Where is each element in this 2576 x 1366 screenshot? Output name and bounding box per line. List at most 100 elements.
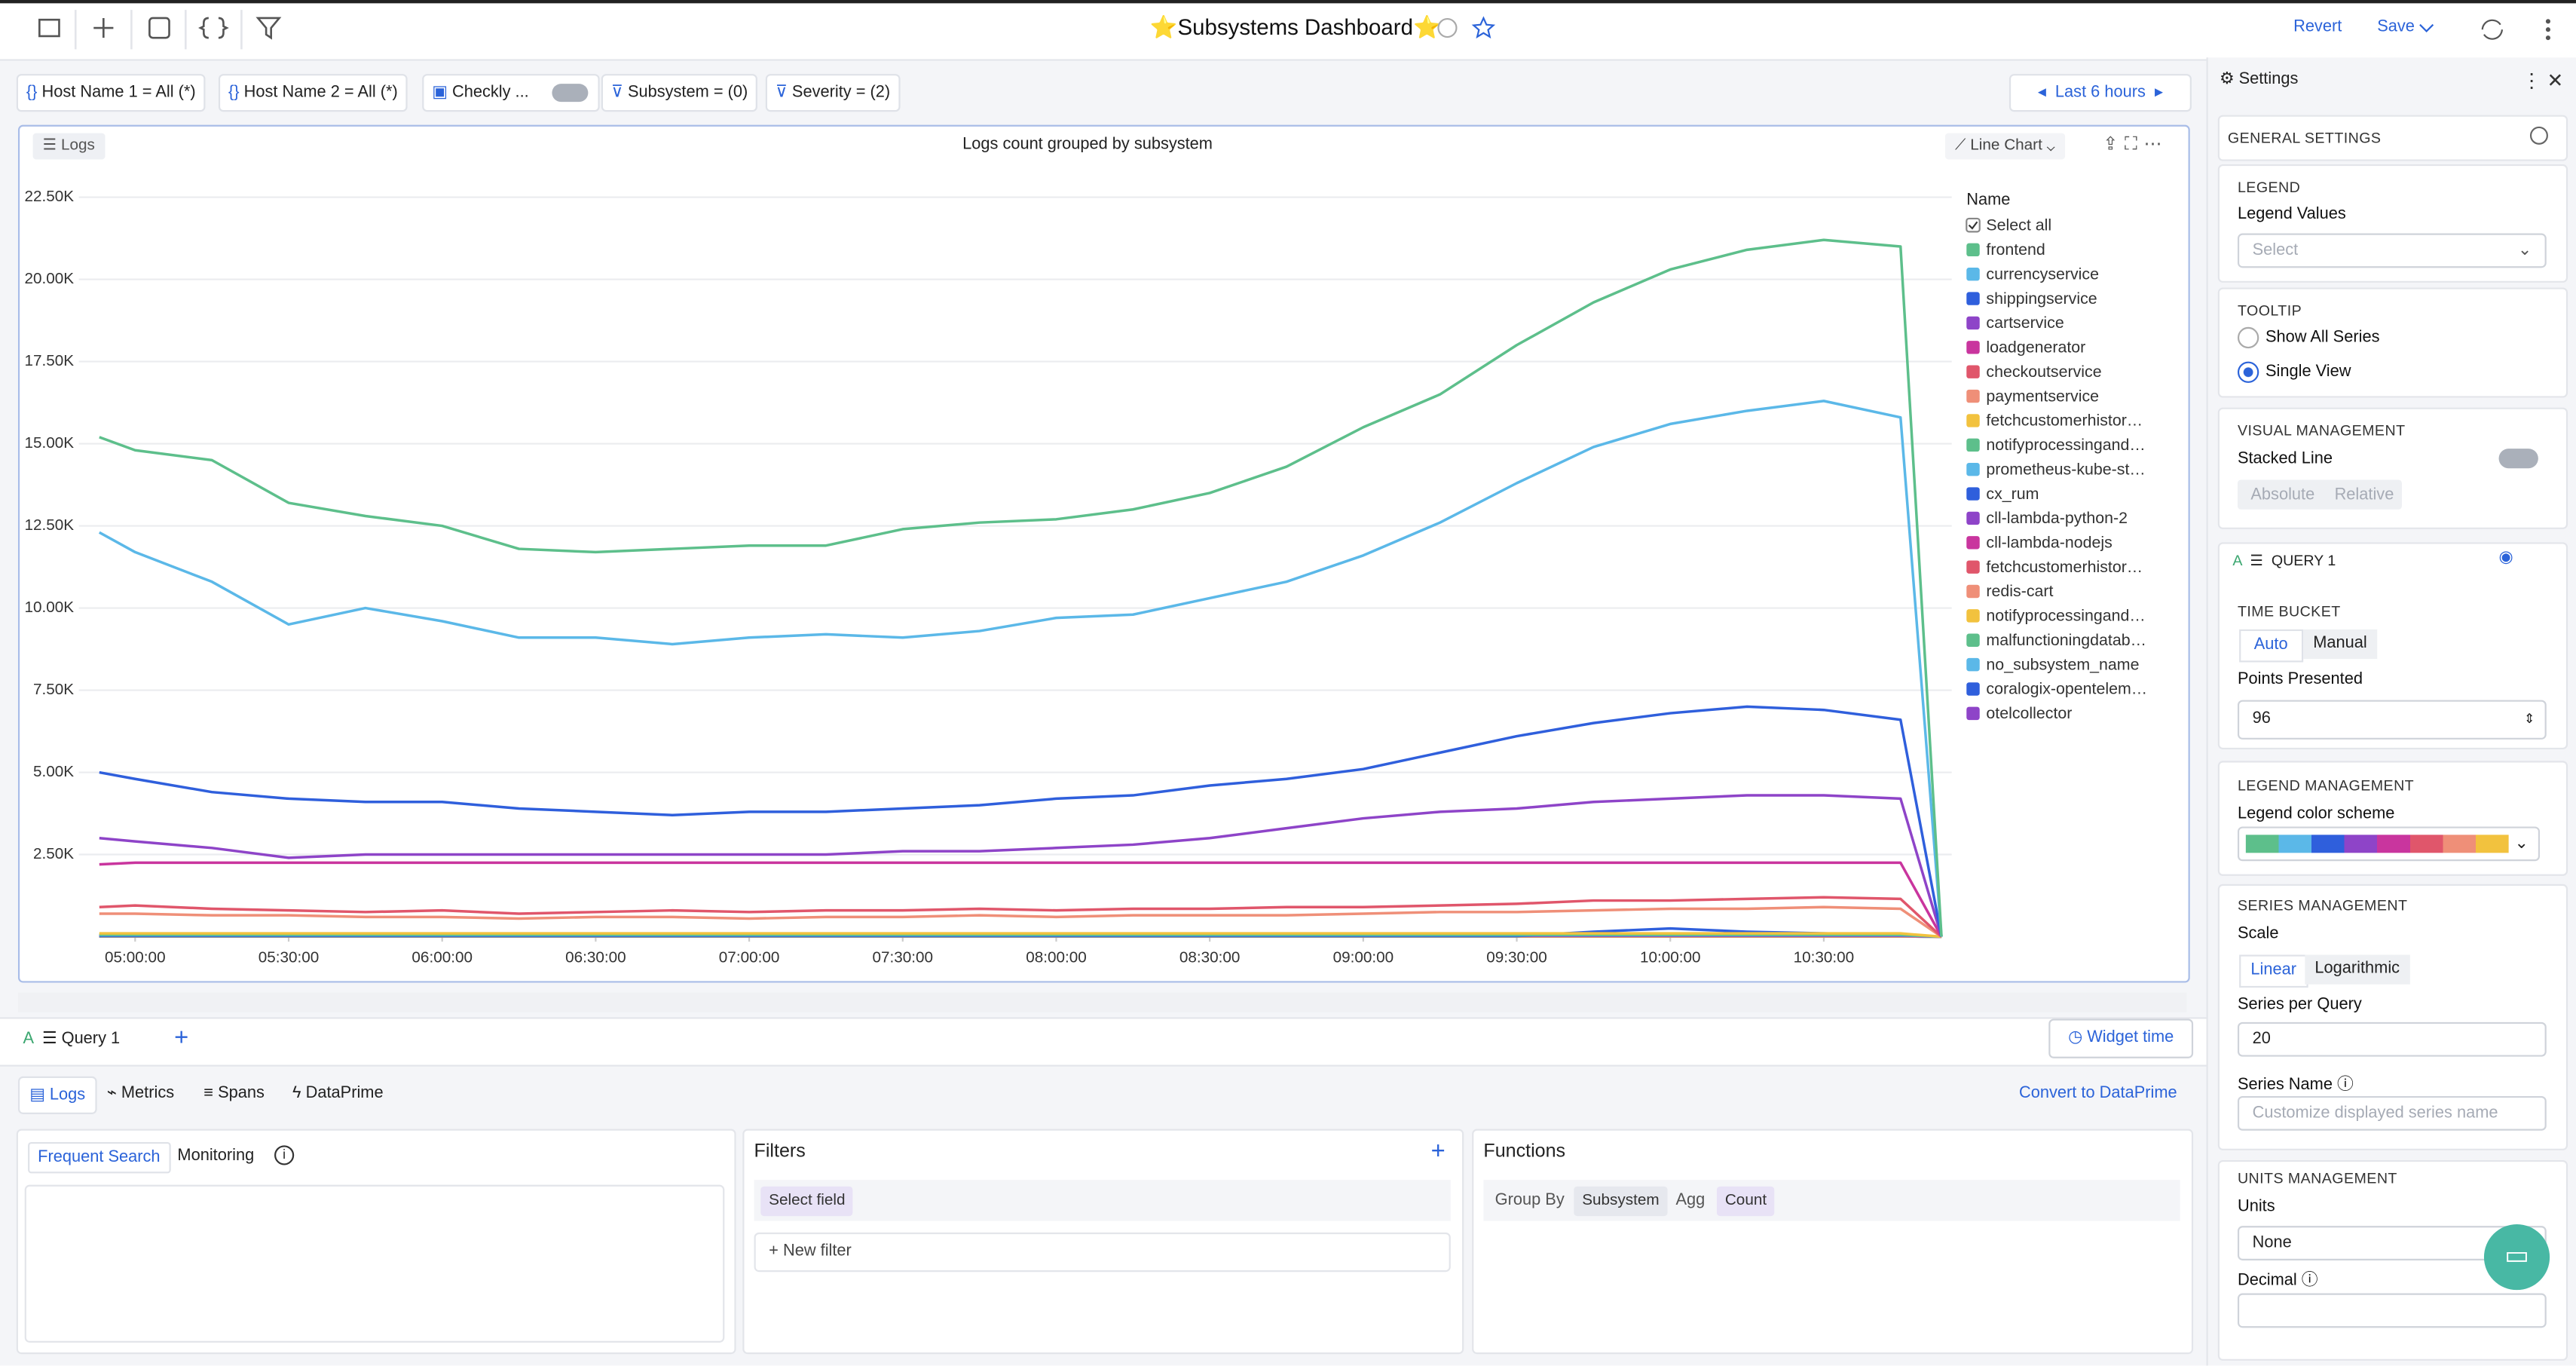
segment[interactable]: Absolute	[2250, 486, 2315, 505]
filter-chip[interactable]: {} Host Name 2 = All (*)	[218, 74, 408, 112]
legend-label: cll-lambda-nodejs	[1986, 534, 2112, 552]
chart-type[interactable]: ⟋ Line Chart ⌄	[1944, 133, 2065, 160]
legend-label: no_subsystem_name	[1986, 655, 2139, 673]
chevron[interactable]	[2419, 23, 2434, 32]
settings-actions[interactable]: ⋮ ✕	[2522, 69, 2564, 93]
function-tag[interactable]: Subsystem	[1574, 1186, 1668, 1217]
dot[interactable]	[2545, 19, 2550, 24]
color-scheme-select[interactable]: ⌄	[2237, 826, 2541, 862]
info-icon[interactable]	[1437, 17, 1458, 38]
widget-time[interactable]: ◷ Widget time	[2048, 1018, 2194, 1058]
chart-type-label: Line Chart	[1970, 136, 2042, 155]
toggle[interactable]	[2498, 449, 2538, 469]
radio[interactable]	[2237, 326, 2259, 349]
filter-label: Host Name 1 = All (*)	[41, 84, 196, 103]
legend-label: redis-cart	[1986, 582, 2053, 600]
star-icon[interactable]	[1471, 16, 1496, 39]
search-area[interactable]	[24, 1184, 725, 1343]
radio-label: Show All Series	[2265, 328, 2380, 347]
revert-button[interactable]: Revert	[2293, 17, 2342, 36]
legend-swatch	[1966, 341, 1980, 354]
add-query[interactable]: +	[174, 1024, 189, 1052]
x-tick-label: 10:30:00	[1794, 948, 1855, 966]
segmented	[2237, 479, 2402, 510]
source-tab[interactable]: ϟ DataPrime	[292, 1084, 384, 1103]
icon[interactable]	[93, 17, 114, 38]
source-label: Logs	[49, 1086, 86, 1104]
section-title: LEGEND MANAGEMENT	[2237, 777, 2415, 794]
icon[interactable]	[148, 17, 170, 39]
legend-label: loadgenerator	[1986, 338, 2085, 357]
field-label-text: Decimal	[2237, 1272, 2297, 1291]
filter-chip[interactable]: ⊽ Severity = (2)	[765, 74, 901, 112]
x-tick-label: 09:30:00	[1486, 948, 1547, 966]
convert-link[interactable]: Convert to DataPrime	[2019, 1084, 2177, 1103]
y-tick-label: 10.00K	[25, 599, 75, 616]
search-tab[interactable]: Monitoring	[177, 1147, 255, 1165]
legend-swatch	[1966, 389, 1980, 403]
icon[interactable]	[255, 17, 282, 40]
legend-swatch	[1966, 560, 1980, 574]
icon[interactable]	[38, 18, 60, 38]
filter-chip[interactable]: ▣ Checkly ...	[422, 74, 600, 112]
new-filter[interactable]: + New filter	[754, 1232, 1451, 1273]
icon[interactable]	[198, 17, 229, 39]
dot	[2545, 35, 2550, 41]
segment[interactable]: Logarithmic	[2305, 954, 2410, 985]
text-input[interactable]: Customize displayed series name	[2237, 1095, 2547, 1131]
select-field[interactable]: Select field	[760, 1186, 854, 1217]
settings-card	[2217, 287, 2568, 398]
source-tab[interactable]: ≡ Spans	[203, 1084, 265, 1103]
search-tab[interactable]: Frequent Search	[28, 1141, 170, 1174]
segment[interactable]: Relative	[2334, 486, 2394, 505]
new-filter-label: New filter	[782, 1242, 852, 1260]
function-tag[interactable]: Count	[1716, 1186, 1776, 1217]
legend-label: coralogix-opentelem…	[1986, 680, 2147, 698]
cal-icon: ▣	[432, 84, 448, 103]
field-row	[754, 1180, 1451, 1221]
legend-title: Name	[1966, 190, 2010, 209]
top-bar	[0, 0, 2576, 61]
source-tab[interactable]: ⌁ Metrics	[106, 1084, 175, 1103]
widget-time-label: Widget time	[2087, 1028, 2174, 1047]
segment[interactable]: Manual	[2303, 629, 2377, 660]
title-icons	[1437, 16, 1496, 39]
filter-label: Subsystem = (0)	[627, 84, 748, 103]
source-label: Spans	[218, 1084, 265, 1103]
refresh-icon[interactable]	[2481, 19, 2504, 40]
add-filter[interactable]: +	[1430, 1137, 1446, 1165]
source-tab[interactable]: ▤ Logs	[17, 1076, 97, 1114]
segment[interactable]: Linear	[2239, 954, 2308, 988]
chat-button[interactable]: ▭	[2483, 1224, 2550, 1291]
widget	[17, 124, 2190, 983]
number-input[interactable]	[2237, 1293, 2547, 1328]
section-title: LEGEND	[2237, 179, 2301, 196]
widget-actions[interactable]: ⇪⛶⋯	[2103, 134, 2169, 155]
info-icon[interactable]: i	[274, 1145, 295, 1165]
chart: Logs count grouped by subsystem 2.50K 5.0…	[25, 134, 2148, 966]
series-line	[99, 238, 1943, 937]
visibility[interactable]: ◉	[2498, 549, 2513, 568]
query-tab[interactable]: A ☰ Query 1	[23, 1030, 121, 1049]
legend-swatch	[1966, 657, 1980, 672]
y-tick-label: 7.50K	[33, 681, 74, 698]
source-label: Metrics	[121, 1084, 175, 1103]
number-input[interactable]: 20	[2237, 1021, 2547, 1057]
x-tick-label: 05:30:00	[259, 948, 320, 966]
var-icon: {}	[26, 84, 38, 103]
filter-chip[interactable]: ⊽ Subsystem = (0)	[601, 74, 758, 112]
select-input[interactable]: Select ⌄	[2237, 233, 2547, 268]
number-input[interactable]: 96 ⇕	[2237, 700, 2547, 740]
legend-swatch	[1966, 438, 1980, 452]
legend-swatch	[1966, 536, 1980, 550]
source-label: DataPrime	[305, 1084, 384, 1103]
filter-chip[interactable]: {} Host Name 1 = All (*)	[16, 74, 206, 112]
y-tick-label: 22.50K	[25, 188, 75, 205]
query-header: A ☰ QUERY 1	[2232, 552, 2336, 569]
segment[interactable]: Auto	[2239, 629, 2303, 663]
save-button[interactable]: Save	[2377, 17, 2415, 36]
collapse[interactable]	[2529, 126, 2548, 145]
toggle[interactable]	[552, 84, 589, 103]
time-range[interactable]: ◂ Last 6 hours ▸	[2008, 74, 2192, 112]
radio[interactable]	[2237, 361, 2259, 383]
